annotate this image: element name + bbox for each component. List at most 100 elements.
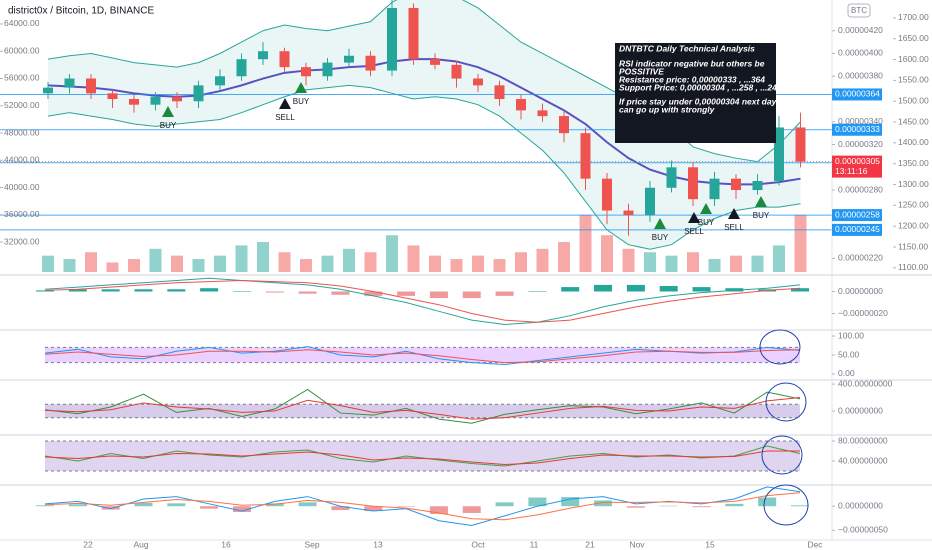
signal-arrow xyxy=(700,203,712,214)
last-price-label: 0.00000305 xyxy=(835,156,880,166)
volume-bar xyxy=(149,248,162,272)
histogram-bar xyxy=(528,497,547,507)
far-tick-label: 1600.00 xyxy=(898,54,929,64)
band xyxy=(45,404,800,418)
candle-body xyxy=(86,78,96,94)
candle-body xyxy=(322,62,333,77)
level-label-box xyxy=(832,88,882,101)
histogram-bar xyxy=(36,290,54,292)
indicator-line xyxy=(44,388,801,424)
signal-arrow xyxy=(295,82,307,93)
left-tick-label: 32000.00 xyxy=(4,236,40,246)
y-tick-label: 0.00000380 xyxy=(838,71,883,81)
signal-arrow xyxy=(755,196,767,207)
far-tick-label: 1150.00 xyxy=(898,241,928,251)
far-tick-label: 1450.00 xyxy=(898,116,929,126)
histogram-bar xyxy=(561,497,580,507)
volume-bar xyxy=(407,245,420,272)
candle-body xyxy=(236,59,247,77)
y-tick-label: 50.00 xyxy=(838,349,860,359)
histogram-bar xyxy=(298,502,317,507)
histogram-bar xyxy=(397,506,416,507)
volume-bar xyxy=(558,242,570,272)
volume-bar xyxy=(687,252,699,272)
bollinger-fill xyxy=(48,0,801,250)
histogram-bar xyxy=(36,505,54,507)
indicator-line xyxy=(44,450,800,466)
volume-bar xyxy=(85,252,97,272)
volume-bar xyxy=(235,245,248,272)
candle-body xyxy=(215,76,225,86)
annotation-line: POSSITIVE xyxy=(619,66,664,76)
far-tick-label: 1650.00 xyxy=(898,33,929,43)
candle-body xyxy=(516,99,526,111)
signal-label: BUY xyxy=(753,211,770,220)
candle-body xyxy=(301,67,311,77)
histogram-bar xyxy=(594,284,613,292)
y-tick-label: 0.00 xyxy=(838,368,855,378)
histogram-bar xyxy=(134,289,153,292)
histogram-bar xyxy=(561,287,580,292)
histogram-bar xyxy=(626,506,645,508)
histogram-bar xyxy=(758,497,777,507)
y-tick-label: 0.00000420 xyxy=(838,25,883,35)
volume-bar xyxy=(106,262,119,272)
far-tick-label: 1550.00 xyxy=(898,75,929,85)
level-label-box xyxy=(832,223,882,236)
histogram-bar xyxy=(528,291,547,292)
volume-bar xyxy=(278,252,291,272)
histogram-bar xyxy=(725,503,744,507)
volume-bar xyxy=(472,255,484,272)
candle-body xyxy=(774,127,784,181)
candle-body xyxy=(795,127,806,162)
x-tick-label: 22 xyxy=(83,539,93,549)
y-tick-label: 80.00000000 xyxy=(838,435,888,445)
highlight-circle xyxy=(765,382,807,422)
histogram-bar xyxy=(331,506,350,511)
histogram-bar xyxy=(232,506,251,513)
candle-body xyxy=(602,178,612,211)
candle-body xyxy=(193,85,204,102)
histogram-bar xyxy=(626,284,645,292)
y-tick-label: 0.00000340 xyxy=(838,116,883,126)
y-tick-label: −0.00000020 xyxy=(838,308,888,318)
histogram-bar xyxy=(495,502,514,507)
volume-bar xyxy=(515,252,527,272)
volume-bar xyxy=(601,235,613,272)
histogram-bar xyxy=(298,291,317,294)
signal-label: BUY xyxy=(652,233,669,242)
signal-label: SELL xyxy=(724,223,744,232)
signal-label: SELL xyxy=(684,227,704,236)
volume-bar xyxy=(386,235,398,272)
volume-bar xyxy=(429,255,441,272)
volume-bar xyxy=(622,248,635,272)
candle-body xyxy=(580,133,591,179)
histogram-bar xyxy=(429,291,448,299)
x-tick-label: 21 xyxy=(585,539,595,549)
far-tick-label: 1100.00 xyxy=(898,262,928,272)
y-tick-label: 0.00000220 xyxy=(838,253,883,263)
volume-bar xyxy=(63,259,76,272)
left-tick-label: 44000.00 xyxy=(4,155,40,165)
candle-body xyxy=(344,55,354,63)
annotation-line: DNTBTC Daily Technical Analysis xyxy=(619,43,755,53)
volume-bar xyxy=(450,259,463,272)
candle-body xyxy=(408,7,419,60)
y-tick-label: 0.00000400 xyxy=(838,48,883,58)
indicator-line xyxy=(44,277,801,326)
volume-bar xyxy=(42,255,54,272)
signal-arrow xyxy=(654,218,666,229)
candle-body xyxy=(258,51,268,60)
x-tick-label: Dec xyxy=(807,539,823,549)
annotation: DNTBTC Daily Technical Analysis RSI indic… xyxy=(615,43,782,143)
histogram-bar xyxy=(167,503,186,507)
left-tick-label: 48000.00 xyxy=(4,127,40,137)
histogram-bar xyxy=(692,287,711,292)
annotation-line: Resistance price: 0,00000333 , ...364 xyxy=(619,74,765,84)
y-tick-label: 0.00000320 xyxy=(838,139,883,149)
histogram-bar xyxy=(364,506,383,512)
bollinger-lower-line xyxy=(47,84,801,250)
level-label: 0.00000333 xyxy=(835,124,880,134)
indicator-line xyxy=(44,279,801,323)
histogram-bar xyxy=(791,505,809,507)
